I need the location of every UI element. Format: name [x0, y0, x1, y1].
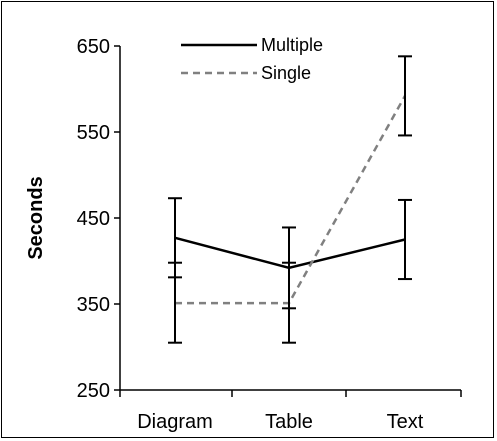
y-tick-label: 250: [77, 380, 110, 402]
y-tick-label: 350: [77, 294, 110, 316]
y-axis-title: Seconds: [25, 176, 47, 259]
x-category-label: Diagram: [137, 411, 213, 433]
legend: Multiple Single: [181, 35, 323, 83]
legend-label-multiple: Multiple: [261, 35, 323, 55]
error-bars: [168, 55, 412, 344]
legend-label-single: Single: [261, 63, 311, 83]
x-category-label: Text: [387, 411, 424, 433]
y-tick-label: 450: [77, 208, 110, 230]
x-category-label: Table: [265, 411, 313, 433]
axes: [119, 46, 462, 397]
x-category-labels: Diagram Table Text: [137, 411, 424, 433]
y-ticks: 250 350 450 550 650: [77, 36, 120, 402]
y-tick-label: 550: [77, 122, 110, 144]
y-tick-label: 650: [77, 36, 110, 58]
